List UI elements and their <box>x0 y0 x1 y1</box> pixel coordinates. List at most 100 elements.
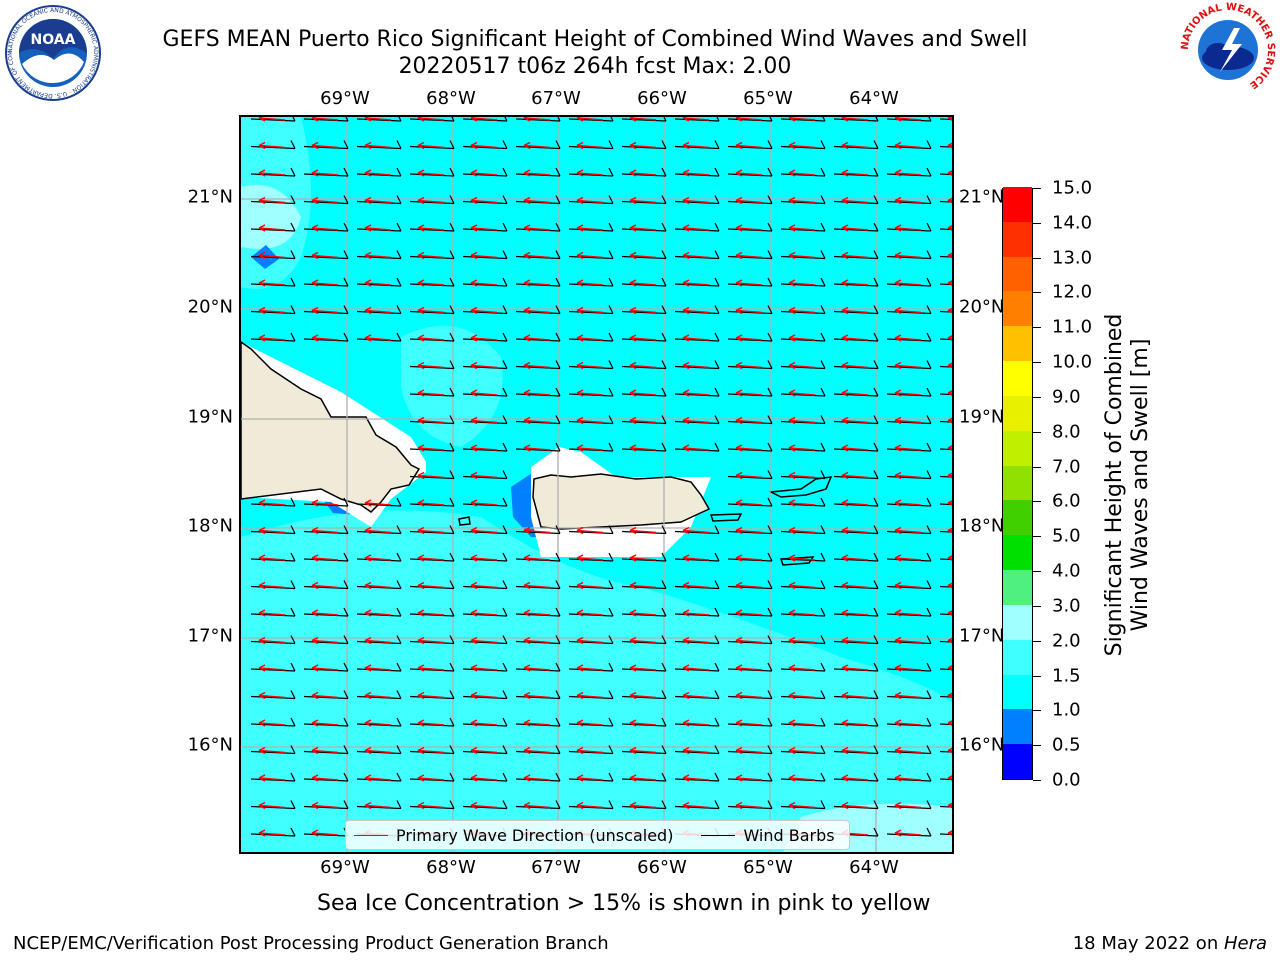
wind-barb <box>250 772 296 782</box>
wave-direction-arrow <box>258 117 286 122</box>
wind-barb <box>727 277 773 287</box>
wind-barb <box>515 117 561 122</box>
colorbar-segment <box>1003 500 1032 536</box>
wind-barb <box>356 167 402 177</box>
wave-direction-arrow <box>629 117 657 122</box>
colorbar-label: 13.0 <box>1052 247 1093 269</box>
wave-direction-arrow <box>788 664 816 672</box>
wind-barb <box>515 442 561 452</box>
wave-direction-arrow <box>947 362 952 369</box>
wave-direction-arrow <box>841 664 869 672</box>
wind-barb <box>303 222 349 232</box>
wind-barb <box>409 250 455 260</box>
wave-direction-arrow <box>364 169 392 177</box>
wave-direction-arrow <box>629 389 657 397</box>
wave-direction-arrow <box>682 636 710 645</box>
lon-tick-bottom: 67°W <box>531 857 581 878</box>
wave-direction-arrow <box>947 472 952 479</box>
wind-barb <box>674 305 720 315</box>
wave-direction-arrow <box>523 554 551 562</box>
wind-barb <box>250 717 296 727</box>
wind-barb <box>568 140 614 150</box>
colorbar-segment <box>1003 326 1032 362</box>
wind-barb <box>462 717 508 727</box>
wave-direction-arrow <box>417 499 445 507</box>
wave-direction-arrow <box>629 141 657 150</box>
colorbar-tick <box>1033 396 1041 398</box>
lon-tick-top: 65°W <box>743 88 793 109</box>
wind-barb <box>780 195 826 205</box>
wind-barb <box>939 750 952 753</box>
wave-direction-arrow <box>258 691 286 700</box>
wave-direction-arrow <box>841 526 869 535</box>
wave-direction-arrow <box>629 774 657 782</box>
wind-barb <box>780 140 826 150</box>
wind-barb <box>356 635 402 645</box>
wave-direction-arrow <box>258 196 286 205</box>
wind-barb <box>780 525 826 535</box>
wave-direction-arrow <box>682 334 710 342</box>
wave-direction-arrow <box>735 306 763 315</box>
wind-barb <box>621 415 667 425</box>
wind-barb <box>250 525 296 535</box>
wind-barb <box>515 332 561 342</box>
wave-direction-arrow <box>841 636 869 645</box>
wave-direction-arrow <box>947 307 952 314</box>
wave-direction-arrow <box>576 361 604 370</box>
wave-direction-arrow <box>470 361 498 370</box>
wave-direction-arrow <box>788 416 816 425</box>
wind-barb <box>833 772 879 782</box>
wave-direction-arrow <box>788 251 816 260</box>
wave-direction-arrow <box>258 141 286 150</box>
wave-direction-arrow <box>947 720 952 726</box>
wave-direction-arrow <box>417 306 445 315</box>
wind-barb <box>833 635 879 645</box>
wave-direction-arrow <box>523 169 551 177</box>
wind-barb <box>939 255 952 258</box>
wave-direction-arrow <box>894 829 922 837</box>
wind-barb <box>939 503 952 506</box>
wind-barb <box>780 277 826 287</box>
colorbar-label: 9.0 <box>1052 386 1081 408</box>
wave-direction-arrow <box>364 526 392 535</box>
wind-barb <box>939 310 952 313</box>
lon-tick-top: 66°W <box>637 88 687 109</box>
wind-barb <box>621 800 667 810</box>
wave-direction-arrow <box>629 664 657 672</box>
wind-barb <box>462 332 508 342</box>
colorbar-tick <box>1033 571 1041 573</box>
wind-barb <box>780 332 826 342</box>
wind-barb <box>621 607 667 617</box>
wave-direction-arrow <box>311 334 339 342</box>
wave-direction-arrow <box>841 279 869 287</box>
wave-direction-arrow <box>735 251 763 260</box>
colorbar-tick <box>1033 292 1041 294</box>
wave-direction-arrow <box>682 554 710 562</box>
wave-direction-arrow <box>470 691 498 700</box>
wind-barb <box>303 117 349 122</box>
wave-direction-arrow <box>523 279 551 287</box>
wind-wave-vectors <box>250 117 952 837</box>
wave-direction-arrow <box>894 554 922 562</box>
wave-direction-arrow <box>311 746 339 755</box>
wind-barb <box>621 195 667 205</box>
wind-barb <box>780 497 826 507</box>
wind-barb <box>727 117 773 122</box>
wind-barb <box>886 745 932 755</box>
colorbar-tick <box>1033 605 1041 607</box>
wave-direction-arrow <box>576 636 604 645</box>
wave-direction-arrow <box>841 746 869 755</box>
wave-direction-arrow <box>735 471 763 480</box>
wind-barb <box>568 442 614 452</box>
colorbar-tick <box>1033 466 1041 468</box>
wind-barb <box>462 800 508 810</box>
wave-direction-arrow <box>258 829 286 837</box>
wave-direction-arrow <box>629 416 657 425</box>
wind-barb <box>780 607 826 617</box>
wave-direction-arrow <box>841 334 869 342</box>
colorbar-tick <box>1033 188 1041 189</box>
wind-barb <box>780 635 826 645</box>
wave-direction-arrow <box>682 389 710 397</box>
wave-direction-arrow <box>470 444 498 452</box>
wind-barb <box>780 117 826 122</box>
